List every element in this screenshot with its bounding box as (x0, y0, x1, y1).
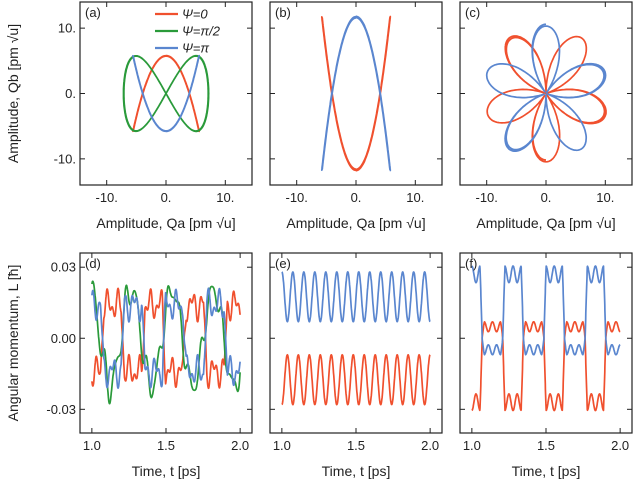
series-line-d-1 (91, 280, 241, 405)
x-axis-label: Time, t [ps] (322, 463, 391, 479)
legend-label: Ψ=π (182, 41, 209, 56)
panel-e: 1.0 1.5 2.0 (e) Time, t [ps] (269, 252, 443, 479)
plot-frame (269, 252, 443, 434)
x-axis-label: Amplitude, Qa [pm √u] (286, 215, 425, 231)
y-tick-label: 0.03 (51, 260, 76, 275)
x-tick-label: 2.0 (421, 438, 439, 453)
x-tick-label: 10. (596, 190, 614, 205)
x-tick-label: 2.0 (611, 438, 629, 453)
x-axis-label: Amplitude, Qa [pm √u] (96, 215, 235, 231)
panel-label: (e) (275, 256, 291, 271)
panel-b: -10. 0. 10. (b) Amplitude, Qa [pm √u] (269, 1, 443, 231)
x-tick-label: -10. (95, 190, 117, 205)
panel-c: -10. 0. 10. (c) Amplitude, Qa [pm √u] (459, 1, 633, 231)
x-tick-label: -10. (475, 190, 497, 205)
x-tick-label: 10. (216, 190, 234, 205)
x-tick-label: 0. (351, 190, 362, 205)
x-tick-label: 0. (161, 190, 172, 205)
series-line-f-0 (471, 320, 621, 412)
series-line-f-1 (471, 265, 621, 356)
x-tick-label: 1.0 (273, 438, 291, 453)
panel-d: 1.0 1.5 2.0 -0.03 0.00 0.03 (d) Time, t [ps] Ang… (5, 252, 253, 479)
y-axis-label: Angular momentum, L [ħ] (5, 265, 21, 422)
x-tick-label: 1.5 (347, 438, 365, 453)
series-line-b-1 (320, 15, 392, 172)
y-tick-label: 10. (58, 21, 76, 36)
legend-label: Ψ=π/2 (182, 24, 221, 39)
panel-label: (f) (465, 256, 477, 271)
panel-a: -10. 0. 10. -10. 0. 10. (a) Amplitude, Qa [pm √… (5, 1, 253, 231)
panel-label: (a) (85, 5, 101, 20)
x-tick-label: 0. (541, 190, 552, 205)
series-line-e-1 (281, 271, 431, 323)
legend: Ψ=0 Ψ=π/2 Ψ=π (155, 7, 221, 56)
x-axis-label: Time, t [ps] (512, 463, 581, 479)
panel-label: (c) (465, 5, 480, 20)
panel-label: (b) (275, 5, 291, 20)
x-tick-label: 1.5 (157, 438, 175, 453)
y-tick-label: -0.03 (46, 402, 76, 417)
legend-label: Ψ=0 (182, 7, 208, 22)
x-axis-label: Amplitude, Qa [pm √u] (476, 215, 615, 231)
series-line-d-2 (91, 287, 241, 389)
series-line-b-0 (320, 15, 392, 172)
y-axis-label: Amplitude, Qb [pm √u] (5, 24, 21, 163)
y-tick-label: 0. (65, 86, 76, 101)
x-tick-label: 1.0 (463, 438, 481, 453)
series-line-d-0 (91, 287, 241, 390)
series-line-c-1 (485, 23, 607, 153)
y-tick-label: 0.00 (51, 331, 76, 346)
y-tick-label: -10. (54, 151, 76, 166)
x-tick-label: 1.0 (83, 438, 101, 453)
panel-f: 1.0 1.5 2.0 (f) Time, t [ps] (459, 252, 633, 479)
x-tick-label: -10. (285, 190, 307, 205)
series-line-a-0 (132, 54, 201, 133)
series-line-c-0 (486, 35, 607, 163)
series-line-e-0 (281, 353, 431, 406)
plot-frame (269, 1, 443, 186)
series-line-a-1 (122, 54, 210, 133)
x-tick-label: 2.0 (231, 438, 249, 453)
panel-label: (d) (85, 256, 101, 271)
x-axis-label: Time, t [ps] (132, 463, 201, 479)
x-tick-label: 10. (406, 190, 424, 205)
series-line-a-2 (132, 54, 201, 133)
x-tick-label: 1.5 (537, 438, 555, 453)
